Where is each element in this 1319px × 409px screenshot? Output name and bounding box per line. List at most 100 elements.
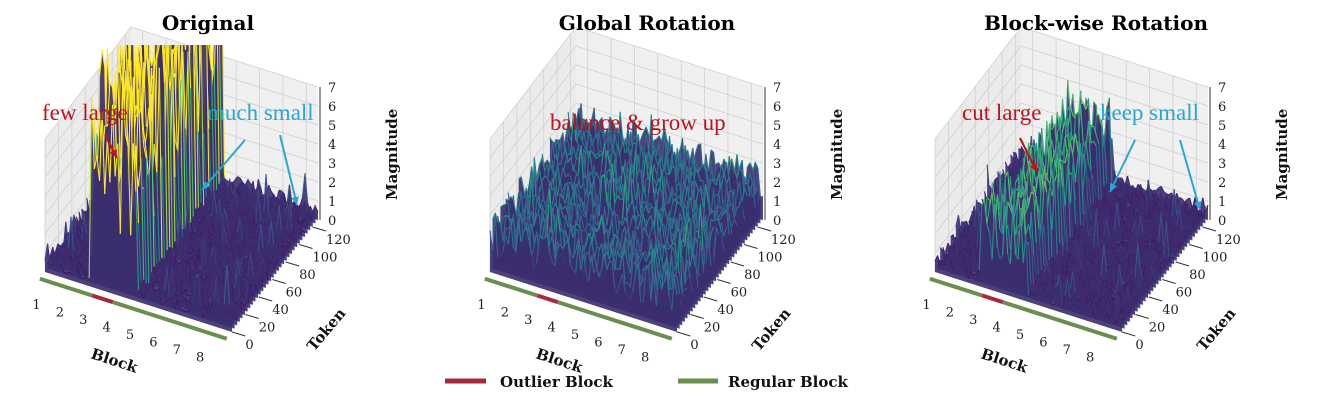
surface-segment	[255, 246, 259, 249]
surface-segment	[195, 267, 199, 276]
magnitude-tick-label: 1	[328, 195, 336, 210]
surface-segment	[210, 216, 215, 230]
surface-segment	[57, 263, 62, 269]
surface-segment	[200, 278, 205, 288]
surface-segment	[153, 280, 157, 283]
surface-segment	[81, 208, 85, 212]
surface-segment	[229, 255, 233, 258]
surface-segment	[226, 217, 231, 234]
surface-segment	[198, 222, 202, 227]
surface-segment	[57, 255, 61, 259]
surface-segment	[242, 278, 246, 281]
surface-segment	[156, 45, 159, 53]
surface-segment	[281, 246, 285, 254]
surface-segment	[164, 300, 168, 303]
block-tick-label: 3	[79, 313, 87, 328]
surface-segment	[254, 262, 259, 272]
surface-segment	[78, 240, 82, 248]
surface-segment	[210, 265, 215, 269]
surface-segment	[166, 47, 171, 90]
surface-segment	[192, 238, 197, 245]
surface-segment	[223, 247, 228, 256]
surface-segment	[583, 118, 587, 133]
surface-segment	[187, 272, 192, 284]
surface-segment	[187, 191, 192, 238]
surface-segment	[70, 258, 75, 265]
surface-segment	[270, 220, 275, 246]
surface-segment	[143, 68, 147, 127]
surface-segment	[75, 255, 80, 260]
surface-segment	[184, 237, 189, 243]
surface-segment	[260, 194, 264, 198]
surface-segment	[182, 266, 186, 270]
surface-segment	[221, 297, 225, 302]
surface-segment	[200, 45, 205, 206]
surface-segment	[619, 111, 624, 140]
surface-segment	[601, 117, 606, 137]
surface-segment	[694, 144, 699, 154]
surface-segment	[299, 223, 303, 236]
surface-segment	[195, 256, 199, 262]
surface-segment	[234, 216, 238, 224]
surface-segment	[705, 157, 709, 172]
surface-segment	[156, 45, 160, 59]
surface-segment	[301, 218, 306, 228]
surface-segment	[119, 62, 124, 178]
surface-segment	[73, 263, 77, 272]
surface-segment	[268, 201, 272, 210]
surface-segment	[221, 253, 225, 256]
surface-segment	[229, 296, 233, 300]
surface-segment	[749, 162, 754, 169]
surface-segment	[252, 199, 257, 212]
surface-segment	[104, 139, 108, 194]
surface-segment	[599, 129, 603, 133]
surface-segment	[746, 162, 751, 168]
surface-segment	[252, 246, 257, 254]
surface-segment	[247, 251, 251, 278]
surface-segment	[182, 273, 186, 276]
surface-segment	[286, 187, 290, 209]
surface-segment	[247, 231, 251, 249]
surface-segment	[257, 179, 262, 188]
surface-segment	[710, 149, 715, 153]
surface-segment	[229, 200, 233, 215]
surface-segment	[132, 143, 137, 192]
annotation-text: few large	[42, 100, 128, 125]
surface-segment	[174, 264, 179, 275]
surface-segment	[200, 273, 205, 282]
surface-segment	[195, 45, 199, 132]
surface-segment	[195, 225, 199, 228]
surface-segment	[106, 81, 111, 127]
surface-segment	[187, 308, 191, 312]
surface	[489, 103, 764, 332]
surface-segment	[239, 177, 244, 183]
surface-segment	[140, 107, 145, 146]
surface-segment	[195, 301, 199, 306]
surface-segment	[177, 272, 181, 275]
surface-segment	[234, 304, 238, 310]
surface-segment	[156, 67, 160, 178]
surface-segment	[88, 97, 93, 278]
surface-segment	[169, 89, 173, 249]
surface-segment	[187, 282, 191, 286]
surface-segment	[286, 241, 290, 247]
surface-segment	[234, 176, 238, 181]
surface-segment	[86, 223, 90, 227]
surface-segment	[75, 221, 80, 227]
regular-block-marker	[112, 300, 228, 341]
surface-segment	[195, 240, 199, 245]
surface-segment	[242, 224, 246, 227]
surface-segment	[187, 267, 192, 277]
surface-segment	[199, 8, 202, 9]
surface-segment	[642, 134, 647, 161]
surface-segment	[237, 196, 241, 199]
surface-segment	[208, 269, 212, 273]
surface-segment	[218, 274, 222, 277]
surface-segment	[171, 244, 176, 250]
surface-segment	[109, 81, 114, 88]
surface-segment	[174, 299, 178, 310]
surface-segment	[226, 236, 231, 242]
surface-segment	[52, 256, 56, 266]
surface-segment	[229, 257, 233, 261]
surface-segment	[241, 265, 246, 276]
